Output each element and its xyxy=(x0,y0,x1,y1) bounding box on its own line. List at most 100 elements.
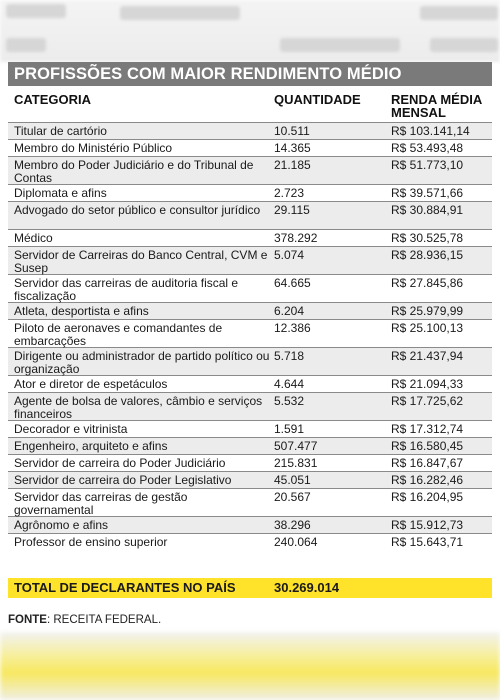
quantity-cell: 6.204 xyxy=(274,304,305,318)
income-cell: R$ 17.725,62 xyxy=(391,394,464,408)
income-cell: R$ 39.571,66 xyxy=(391,186,464,200)
category-cell: Diplomata e afins xyxy=(14,186,107,200)
table-row: Decorador e vitrinista 1.591 R$ 17.312,74 xyxy=(8,420,492,437)
table-title: PROFISSÕES COM MAIOR RENDIMENTO MÉDIO xyxy=(8,62,492,86)
table-row: Servidor de carreira do Poder Legislativ… xyxy=(8,471,492,488)
blurred-text xyxy=(120,6,240,20)
blurred-text xyxy=(6,4,66,18)
blurred-top-area xyxy=(0,0,500,62)
quantity-cell: 507.477 xyxy=(274,439,318,453)
table-row: Professor de ensino superior 240.064 R$ 15… xyxy=(8,533,492,550)
table-row: Dirigente ou administrador de partido po… xyxy=(8,347,492,376)
income-cell: R$ 51.773,10 xyxy=(391,158,464,172)
income-cell: R$ 16.847,67 xyxy=(391,456,464,470)
source-text: : RECEITA FEDERAL. xyxy=(46,614,162,626)
category-cell: Servidor de carreira do Poder Legislativ… xyxy=(14,473,232,487)
quantity-cell: 20.567 xyxy=(274,490,311,504)
blurred-text xyxy=(6,38,46,52)
category-cell: Agente de bolsa de valores, câmbio e ser… xyxy=(14,394,263,421)
category-cell: Dirigente ou administrador de partido po… xyxy=(14,349,270,376)
column-header-income-line1: RENDA MÉDIA xyxy=(391,92,483,107)
category-cell: Agrônomo e afins xyxy=(14,518,109,532)
source-label: FONTE xyxy=(8,614,47,626)
category-cell: Atleta, desportista e afins xyxy=(14,304,149,318)
income-table: Titular de cartório 10.511 R$ 103.141,14 Me… xyxy=(8,122,492,550)
column-header-category: CATEGORIA xyxy=(14,92,92,107)
table-row: Agente de bolsa de valores, câmbio e ser… xyxy=(8,392,492,421)
table-row: Diplomata e afins 2.723 R$ 39.571,66 xyxy=(8,184,492,201)
table-row: Servidor de Carreiras do Banco Central, … xyxy=(8,246,492,275)
quantity-cell: 5.718 xyxy=(274,349,305,363)
quantity-cell: 240.064 xyxy=(274,535,318,549)
column-header-income: RENDA MÉDIA MENSAL xyxy=(391,93,482,119)
quantity-cell: 10.511 xyxy=(274,124,310,138)
category-cell: Membro do Poder Judiciário e do Tribunal… xyxy=(14,158,254,185)
quantity-cell: 38.296 xyxy=(274,518,311,532)
income-cell: R$ 21.437,94 xyxy=(391,349,464,363)
table-row: Atleta, desportista e afins 6.204 R$ 25.97… xyxy=(8,302,492,319)
column-header-income-line2: MENSAL xyxy=(391,105,446,120)
income-cell: R$ 53.493,48 xyxy=(391,141,464,155)
quantity-cell: 21.185 xyxy=(274,158,311,172)
blurred-text xyxy=(430,38,498,52)
quantity-cell: 378.292 xyxy=(274,231,318,245)
income-cell: R$ 30.525,78 xyxy=(391,231,464,245)
quantity-cell: 12.386 xyxy=(274,321,311,335)
income-cell: R$ 16.580,45 xyxy=(391,439,464,453)
column-header-quantity: QUANTIDADE xyxy=(274,92,361,107)
table-row: Membro do Poder Judiciário e do Tribunal… xyxy=(8,156,492,185)
category-cell: Servidor de carreira do Poder Judiciário xyxy=(14,456,226,470)
income-cell: R$ 17.312,74 xyxy=(391,422,464,436)
category-cell: Servidor de Carreiras do Banco Central, … xyxy=(14,248,268,275)
category-cell: Professor de ensino superior xyxy=(14,535,168,549)
category-cell: Membro do Ministério Público xyxy=(14,141,173,155)
table-row: Servidor das carreiras de gestão governa… xyxy=(8,488,492,517)
income-cell: R$ 27.845,86 xyxy=(391,276,464,290)
category-cell: Servidor das carreiras de gestão governa… xyxy=(14,490,188,517)
income-cell: R$ 16.204,95 xyxy=(391,490,464,504)
category-cell: Advogado do setor público e consultor ju… xyxy=(14,203,261,217)
table-row: Ator e diretor de espetáculos 4.644 R$ 21.… xyxy=(8,375,492,392)
quantity-cell: 14.365 xyxy=(274,141,311,155)
income-cell: R$ 15.643,71 xyxy=(391,535,464,549)
blurred-text xyxy=(420,6,498,20)
source-note: FONTE: RECEITA FEDERAL. xyxy=(8,614,161,626)
quantity-cell: 2.723 xyxy=(274,186,305,200)
income-cell: R$ 25.979,99 xyxy=(391,304,464,318)
category-cell: Engenheiro, arquiteto e afins xyxy=(14,439,168,453)
income-cell: R$ 103.141,14 xyxy=(391,124,470,138)
income-cell: R$ 15.912,73 xyxy=(391,518,464,532)
quantity-cell: 29.115 xyxy=(274,203,310,217)
category-cell: Ator e diretor de espetáculos xyxy=(14,377,168,391)
quantity-cell: 215.831 xyxy=(274,456,318,470)
blurred-bottom-area xyxy=(0,632,500,700)
quantity-cell: 1.591 xyxy=(274,422,305,436)
total-label: TOTAL DE DECLARANTES NO PAÍS xyxy=(14,580,236,595)
income-cell: R$ 28.936,15 xyxy=(391,248,464,262)
category-cell: Médico xyxy=(14,231,53,245)
table-row: Piloto de aeronaves e comandantes de emb… xyxy=(8,319,492,348)
quantity-cell: 5.532 xyxy=(274,394,305,408)
table-row: Servidor das carreiras de auditoria fisc… xyxy=(8,274,492,303)
quantity-cell: 64.665 xyxy=(274,276,311,290)
blurred-text xyxy=(280,38,400,52)
total-value: 30.269.014 xyxy=(274,580,340,595)
quantity-cell: 45.051 xyxy=(274,473,311,487)
income-cell: R$ 25.100,13 xyxy=(391,321,464,335)
income-cell: R$ 30.884,91 xyxy=(391,203,464,217)
table-row: Titular de cartório 10.511 R$ 103.141,14 xyxy=(8,122,492,139)
income-cell: R$ 16.282,46 xyxy=(391,473,464,487)
total-row: TOTAL DE DECLARANTES NO PAÍS 30.269.014 xyxy=(8,578,492,598)
category-cell: Piloto de aeronaves e comandantes de emb… xyxy=(14,321,223,348)
table-row: Advogado do setor público e consultor ju… xyxy=(8,201,492,229)
table-row: Engenheiro, arquiteto e afins 507.477 R$ 1… xyxy=(8,437,492,454)
income-cell: R$ 21.094,33 xyxy=(391,377,464,391)
table-row: Servidor de carreira do Poder Judiciário… xyxy=(8,454,492,471)
table-row: Médico 378.292 R$ 30.525,78 xyxy=(8,229,492,246)
category-cell: Decorador e vitrinista xyxy=(14,422,128,436)
category-cell: Titular de cartório xyxy=(14,124,107,138)
table-row: Membro do Ministério Público 14.365 R$ 53.… xyxy=(8,139,492,156)
category-cell: Servidor das carreiras de auditoria fisc… xyxy=(14,276,239,303)
quantity-cell: 4.644 xyxy=(274,377,305,391)
quantity-cell: 5.074 xyxy=(274,248,305,262)
